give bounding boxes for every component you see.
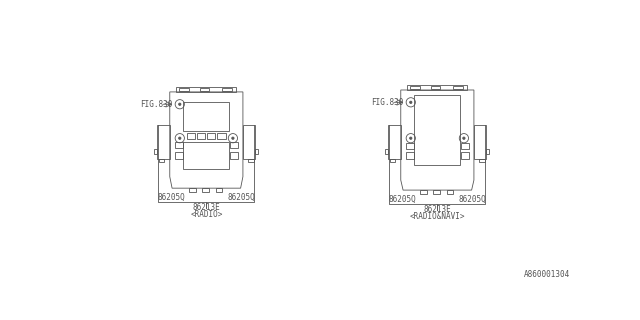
Bar (154, 148, 157, 154)
Bar (202, 188, 209, 192)
Bar (388, 124, 401, 158)
Text: <RADIO>: <RADIO> (190, 211, 223, 220)
Text: 86205Q: 86205Q (157, 193, 185, 202)
Bar (157, 124, 170, 158)
Bar (200, 88, 209, 91)
Circle shape (410, 137, 412, 139)
Text: FIG.830: FIG.830 (141, 100, 173, 109)
Bar (183, 101, 230, 131)
Bar (175, 152, 183, 158)
Text: A860001304: A860001304 (524, 270, 570, 279)
Bar (243, 124, 255, 158)
Text: 86205Q: 86205Q (458, 195, 486, 204)
Circle shape (179, 137, 181, 139)
Bar (454, 86, 463, 89)
Bar (189, 188, 196, 192)
Bar (433, 190, 440, 194)
Text: 86213E: 86213E (424, 205, 451, 214)
Bar (420, 190, 427, 194)
Bar (197, 133, 205, 139)
Circle shape (232, 137, 234, 139)
Bar (461, 152, 468, 158)
Bar (390, 158, 396, 162)
Bar (159, 158, 164, 162)
Bar (414, 95, 460, 165)
Bar (207, 133, 216, 139)
Bar (230, 141, 237, 148)
Bar (248, 158, 253, 162)
Bar (216, 188, 221, 192)
Bar (486, 148, 490, 154)
Text: FIG.830: FIG.830 (371, 98, 404, 107)
Bar (223, 88, 232, 91)
Circle shape (463, 137, 465, 139)
Text: 86205Q: 86205Q (388, 195, 416, 204)
Bar (385, 148, 388, 154)
Bar (474, 124, 486, 158)
Bar (183, 141, 230, 169)
Text: 86205Q: 86205Q (227, 193, 255, 202)
Text: <RADIO&NAVI>: <RADIO&NAVI> (410, 212, 465, 221)
Bar (406, 152, 414, 158)
Bar (175, 141, 183, 148)
Bar (410, 86, 420, 89)
Bar (431, 86, 440, 89)
Bar (218, 133, 225, 139)
Bar (461, 143, 468, 149)
Bar (255, 148, 259, 154)
Bar (479, 158, 484, 162)
Circle shape (179, 103, 181, 105)
Text: 86213E: 86213E (193, 204, 220, 212)
Bar (179, 88, 189, 91)
Circle shape (410, 101, 412, 103)
Bar (406, 143, 414, 149)
Bar (447, 190, 452, 194)
Bar (230, 152, 237, 158)
Bar (187, 133, 195, 139)
